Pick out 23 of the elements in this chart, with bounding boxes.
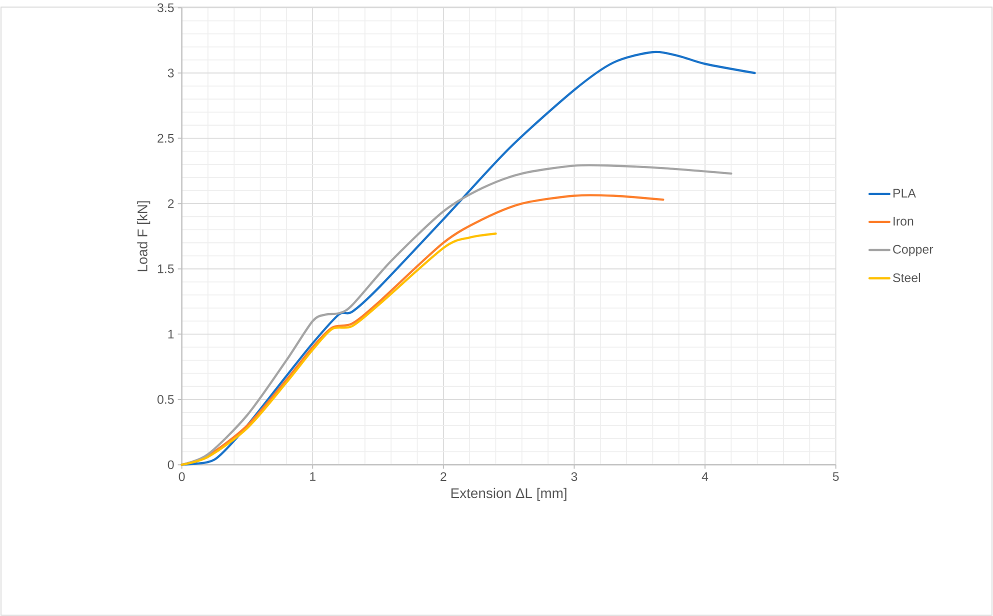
line-series — [180, 50, 756, 466]
x-tick-label: 1 — [310, 472, 316, 481]
legend-label: PLA — [893, 188, 916, 198]
y-tick-label: 1.5 — [158, 264, 174, 274]
legend-label: Steel — [893, 272, 920, 282]
legend-label: Iron — [894, 216, 914, 226]
legend-label: Copper — [893, 244, 934, 256]
x-tick-label: 4 — [702, 472, 708, 481]
y-tick-label: 2.5 — [158, 134, 174, 143]
x-tick-label: 2 — [440, 472, 446, 481]
y-tick-label: 3.5 — [157, 3, 174, 12]
y-tick-label: 1 — [168, 330, 174, 338]
x-tick-label: 0 — [178, 472, 185, 481]
line-series — [180, 232, 497, 466]
x-tick-label: 5 — [832, 472, 839, 481]
x-axis-title: Extension ΔL [mm] — [451, 488, 566, 501]
y-tick-label: 2 — [168, 199, 174, 208]
x-tick-label: 3 — [571, 472, 578, 481]
y-tick-label: 0.5 — [157, 394, 174, 404]
y-tick-label: 0 — [168, 460, 174, 470]
y-axis-title: Load F [kN] — [137, 201, 150, 272]
line-series — [180, 164, 732, 466]
y-tick-label: 3 — [168, 68, 174, 78]
